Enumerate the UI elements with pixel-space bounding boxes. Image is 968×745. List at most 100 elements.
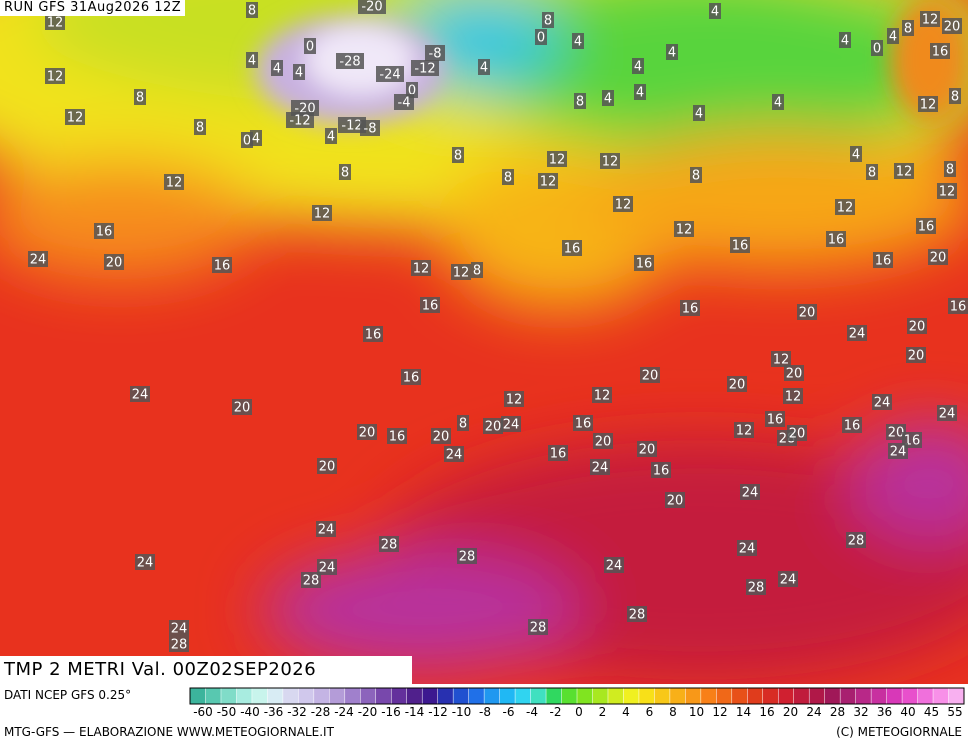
label-box [293,64,305,80]
value-label: 28 [530,621,547,636]
value-label: -12 [289,114,310,129]
label-box [888,443,908,459]
scale-tick-label: 0 [575,705,583,719]
label-box [304,38,316,54]
scale-swatch [267,687,284,705]
label-box [574,93,586,109]
value-label: 0 [243,134,251,149]
value-label: 4 [273,62,281,77]
value-label: 20 [799,306,816,321]
label-box [839,32,851,48]
value-label: 24 [606,559,623,574]
label-box [847,325,867,341]
value-label: 28 [748,581,765,596]
label-box [887,28,899,44]
label-box [693,105,705,121]
label-box [765,411,785,427]
value-label: 20 [642,369,659,384]
label-box [420,297,440,313]
value-label: 8 [196,121,204,136]
scale-swatch [623,687,640,705]
label-box [680,300,700,316]
label-box [916,218,936,234]
value-label: 28 [848,534,865,549]
label-box [674,221,694,237]
scale-tick-label: 45 [924,705,939,719]
scale-swatch [607,687,625,705]
scale-tick-label: 16 [759,705,774,719]
value-label: 24 [739,542,756,557]
label-box [894,163,914,179]
label-box [246,2,258,18]
value-label: 20 [729,378,746,393]
label-box [502,169,514,185]
label-box [842,417,862,433]
value-label: 8 [504,171,512,186]
value-label: 12 [540,175,557,190]
value-label: 8 [341,166,349,181]
value-label: 4 [774,96,782,111]
label-box [338,117,366,133]
value-label: 24 [318,523,335,538]
scale-tick-label: -8 [479,705,491,719]
label-box [250,130,262,146]
value-label: 16 [932,45,949,60]
label-box [787,425,807,441]
label-box [690,167,702,183]
scale-tick-label: 24 [806,705,821,719]
value-label: 24 [890,445,907,460]
scale-tick-label: -32 [287,705,307,719]
value-label: 12 [837,201,854,216]
value-label: 16 [682,302,699,317]
label-box [600,153,620,169]
scale-swatch [561,687,578,705]
label-box [452,147,464,163]
value-label: 12 [314,207,331,222]
label-box [573,415,593,431]
value-label: 24 [780,573,797,588]
value-label: 20 [786,367,803,382]
scale-swatch [452,687,470,705]
value-label: 28 [303,574,320,589]
scale-swatch [839,687,857,705]
label-box [357,424,377,440]
label-box [130,386,150,402]
label-box [358,0,386,14]
value-label: 12 [602,155,619,170]
value-label: 16 [96,225,113,240]
label-box [317,458,337,474]
scale-tick-label: 55 [947,705,962,719]
label-box [613,196,633,212]
value-label: 8 [454,149,462,164]
value-label: 20 [667,494,684,509]
footer-credit: MTG-GFS — ELABORAZIONE WWW.METEOGIORNALE… [4,725,334,739]
value-label: 4 [711,5,719,20]
scale-tick-label: 8 [669,705,677,719]
scale-tick-label: 20 [783,705,798,719]
scale-tick-label: -20 [358,705,378,719]
label-box [944,161,956,177]
label-box [602,90,614,106]
value-label: 12 [166,176,183,191]
label-box [317,559,337,575]
label-box [339,164,351,180]
scale-tick-label: 40 [900,705,915,719]
label-box [937,405,957,421]
value-label: 24 [446,448,463,463]
scale-swatch [576,687,594,705]
label-box [301,572,321,588]
scale-tick-label: 14 [736,705,751,719]
value-label: 12 [413,262,430,277]
value-label: 20 [908,349,925,364]
value-label: 4 [852,148,860,163]
scale-tick-label: 6 [646,705,654,719]
value-label: 28 [381,538,398,553]
scale-swatch [375,687,392,705]
label-box [740,484,760,500]
value-label: -8 [364,122,377,137]
value-label: 24 [30,253,47,268]
scale-swatch [747,687,764,705]
value-label: 12 [47,70,64,85]
value-label: 12 [773,353,790,368]
label-box [872,394,892,410]
